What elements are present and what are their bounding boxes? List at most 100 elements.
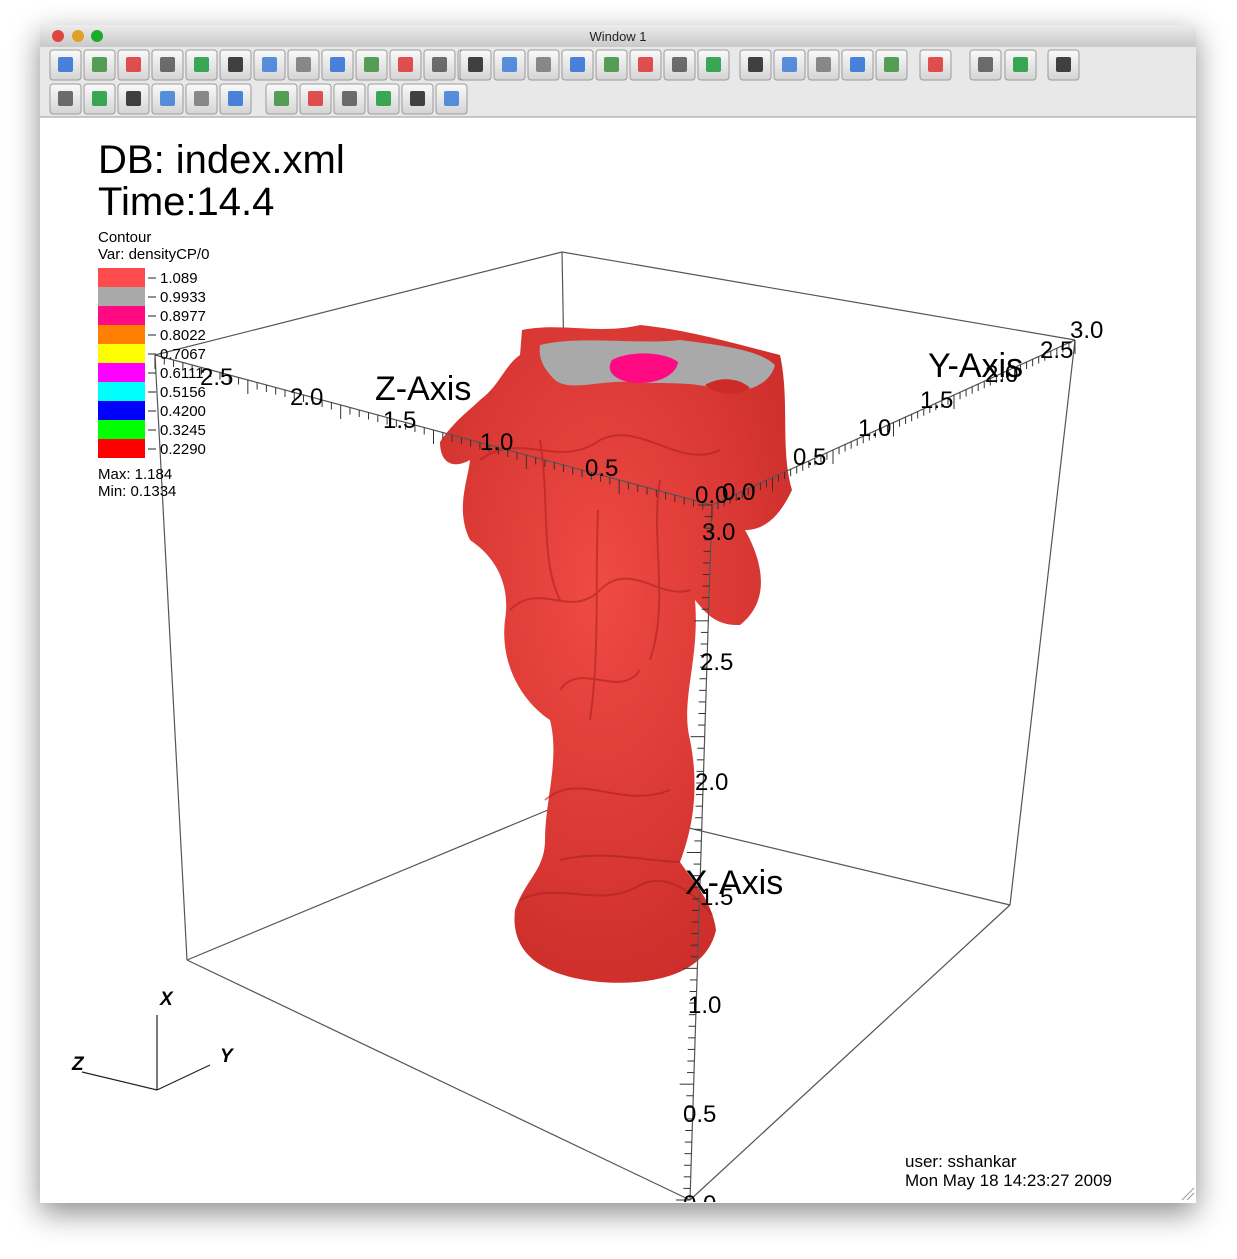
toolbar-icon: [1013, 57, 1028, 72]
legend-label: 0.8977: [160, 308, 206, 325]
legend-max: Max: 1.184: [98, 466, 172, 483]
triad-z: Z: [71, 1054, 85, 1075]
x-tick-label: 1.0: [688, 992, 721, 1019]
minimize-button[interactable]: [72, 30, 84, 42]
viewport: 2.5 2.0 1.5 1.0 0.5 0.0 Z-Axis 0.0 0.5 1.0 1.5 2.0 2…: [71, 138, 1112, 1218]
toolbar-icon: [92, 91, 107, 106]
y-axis-title: Y-Axis: [928, 347, 1023, 385]
toolbar-icon: [536, 57, 551, 72]
legend-swatch: [98, 268, 145, 287]
axis-ticks: [154, 340, 1076, 1201]
toolbar-icon: [342, 91, 357, 106]
toolbar-icon: [398, 57, 413, 72]
legend-plot: Contour: [98, 229, 151, 246]
y-tick-label: 1.5: [920, 387, 953, 414]
window-title: Window 1: [589, 29, 646, 44]
toolbar-icon: [816, 57, 831, 72]
toolbar-icon: [308, 91, 323, 106]
legend-label: 0.4200: [160, 403, 206, 420]
legend-swatch: [98, 363, 145, 382]
legend-swatch: [98, 382, 145, 401]
z-tick-label: 0.0: [695, 482, 728, 509]
toolbar-icon: [782, 57, 797, 72]
toolbar-icon: [274, 91, 289, 106]
x-tick-label: 2.5: [700, 649, 733, 676]
toolbar-icon: [58, 91, 73, 106]
legend-label: 0.3245: [160, 422, 206, 439]
toolbar-icon: [194, 57, 209, 72]
toolbar-icon: [748, 57, 763, 72]
toolbar: [49, 49, 1080, 115]
legend-swatch: [98, 287, 145, 306]
toolbar-icon: [228, 91, 243, 106]
toolbar-icon: [638, 57, 653, 72]
y-tick-label: 1.0: [858, 415, 891, 442]
legend-min: Min: 0.1334: [98, 483, 176, 500]
z-tick-label: 2.0: [290, 384, 323, 411]
x-axis-title: X-Axis: [685, 864, 783, 902]
toolbar-icon: [978, 57, 993, 72]
triad-x: X: [159, 989, 174, 1010]
time-label: Time:14.4: [98, 180, 274, 224]
legend-label: 0.2290: [160, 441, 206, 458]
legend-swatch: [98, 325, 145, 344]
legend-label: 0.8022: [160, 327, 206, 344]
toolbar-icon: [444, 91, 459, 106]
legend-label: 0.9933: [160, 289, 206, 306]
title-bar: [40, 25, 1196, 47]
toolbar-icon: [160, 91, 175, 106]
resize-grip[interactable]: [1181, 1187, 1195, 1201]
toolbar-icon: [884, 57, 899, 72]
toolbar-icon: [570, 57, 585, 72]
toolbar-icon: [672, 57, 687, 72]
toolbar-icon: [364, 57, 379, 72]
x-tick-label: 3.0: [702, 519, 735, 546]
x-tick-label: 2.0: [695, 769, 728, 796]
legend-swatch: [98, 439, 145, 458]
database-label: DB: index.xml: [98, 138, 345, 182]
triad-y: Y: [220, 1046, 235, 1067]
axis-labels: 2.5 2.0 1.5 1.0 0.5 0.0 Z-Axis 0.0 0.5 1.0 1.5 2.0 2…: [200, 317, 1103, 1218]
toolbar-icon: [706, 57, 721, 72]
legend: 1.089 0.9933 0.8977 0.8022 0.7067 0.6111 0.515…: [98, 268, 206, 458]
z-tick-label: 1.0: [480, 429, 513, 456]
zoom-button[interactable]: [91, 30, 103, 42]
x-tick-label: 0.5: [683, 1101, 716, 1128]
z-tick-label: 0.5: [585, 455, 618, 482]
toolbar-icon: [410, 91, 425, 106]
toolbar-icon: [468, 57, 483, 72]
legend-swatch: [98, 401, 145, 420]
legend-label: 0.7067: [160, 346, 206, 363]
toolbar-icon: [92, 57, 107, 72]
y-tick-label: 2.5: [1040, 337, 1073, 364]
toolbar-icon: [432, 57, 447, 72]
y-tick-label: 2.0: [985, 361, 1018, 388]
y-tick-label: 0.0: [722, 479, 755, 506]
toolbar-icon: [160, 57, 175, 72]
legend-variable: Var: densityCP/0: [98, 246, 209, 263]
y-tick-label: 0.5: [793, 444, 826, 471]
toolbar-icon: [850, 57, 865, 72]
toolbar-icon: [126, 57, 141, 72]
toolbar-icon: [1056, 57, 1071, 72]
toolbar-icon: [604, 57, 619, 72]
legend-label: 0.6111: [160, 365, 204, 382]
legend-label: 1.089: [160, 270, 198, 287]
date-label: Mon May 18 14:23:27 2009: [905, 1171, 1112, 1190]
toolbar-icon: [228, 57, 243, 72]
legend-swatch: [98, 306, 145, 325]
triad: [81, 1015, 211, 1091]
z-tick-label: 1.5: [383, 407, 416, 434]
toolbar-icon: [126, 91, 141, 106]
close-button[interactable]: [52, 30, 64, 42]
toolbar-icon: [262, 57, 277, 72]
toolbar-icon: [330, 57, 345, 72]
toolbar-icon: [376, 91, 391, 106]
toolbar-icon: [194, 91, 209, 106]
x-tick-label: 1.5: [700, 884, 733, 911]
bounding-box: [154, 251, 1076, 1201]
toolbar-icon: [502, 57, 517, 72]
legend-swatch: [98, 420, 145, 439]
x-tick-label: 0.0: [683, 1191, 716, 1218]
